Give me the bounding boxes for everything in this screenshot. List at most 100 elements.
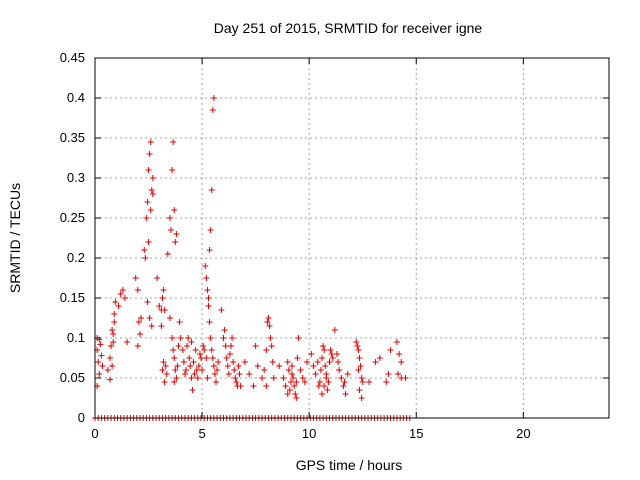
data-point [328, 351, 335, 357]
data-point [198, 355, 205, 361]
data-point [395, 371, 402, 377]
data-point [207, 335, 214, 341]
data-point [383, 379, 390, 385]
data-point [385, 371, 392, 377]
data-point [180, 359, 187, 365]
data-point [145, 239, 152, 245]
data-point [187, 363, 194, 369]
data-point [200, 343, 207, 349]
data-point [222, 343, 229, 349]
data-point [147, 207, 154, 213]
y-tick-label: 0.1 [67, 330, 85, 345]
data-point [193, 367, 200, 373]
data-point [134, 343, 141, 349]
data-point [201, 347, 208, 353]
data-point [372, 359, 379, 365]
data-point [356, 387, 363, 393]
data-point [145, 167, 152, 173]
data-point [97, 341, 104, 348]
data-point [291, 383, 298, 389]
data-point [194, 375, 201, 381]
data-point [358, 395, 365, 401]
data-point [170, 139, 177, 145]
data-point [111, 311, 118, 317]
data-point [285, 367, 292, 373]
data-point [323, 371, 330, 377]
data-point [280, 375, 287, 381]
data-point [168, 227, 175, 233]
data-point [205, 295, 212, 301]
data-point [241, 359, 248, 365]
data-point [209, 107, 216, 113]
data-point [293, 395, 300, 401]
data-point [124, 339, 131, 345]
data-point [325, 379, 332, 385]
grid-layer [95, 58, 609, 418]
data-point [237, 383, 244, 389]
data-point [276, 363, 283, 369]
data-point [188, 339, 195, 345]
data-point [282, 383, 289, 389]
data-point [173, 231, 180, 237]
data-point [326, 359, 333, 365]
data-point [267, 335, 274, 341]
data-point [266, 323, 273, 329]
data-point [179, 347, 186, 353]
data-point [136, 331, 143, 337]
data-point [294, 355, 301, 361]
data-point [357, 363, 364, 369]
data-point [387, 347, 394, 353]
x-axis-label: GPS time / hours [296, 457, 403, 473]
data-point [135, 319, 142, 325]
data-point [158, 323, 165, 329]
data-point [254, 363, 261, 369]
data-point [161, 379, 168, 385]
data-point [310, 363, 317, 369]
data-point [147, 139, 154, 145]
data-point [174, 363, 181, 369]
data-point [327, 347, 334, 353]
data-point [112, 299, 119, 305]
data-point [356, 355, 363, 361]
y-tick-label: 0.45 [60, 50, 85, 65]
data-point [259, 375, 266, 381]
data-point [261, 367, 268, 373]
data-point [172, 239, 179, 245]
data-point [110, 331, 117, 337]
data-point [109, 327, 116, 333]
data-point [215, 359, 222, 365]
y-axis-label: SRMTID / TECUs [7, 183, 23, 293]
data-point [149, 175, 156, 181]
data-point [138, 315, 145, 321]
data-point [196, 351, 203, 357]
data-point [324, 387, 331, 393]
data-point [236, 371, 243, 377]
data-point [301, 379, 308, 385]
y-tick-label: 0 [78, 410, 85, 425]
data-point [191, 371, 198, 377]
y-tick-label: 0.15 [60, 290, 85, 305]
data-point [353, 339, 360, 345]
data-point [205, 303, 212, 309]
data-point [220, 335, 227, 341]
data-point [396, 351, 403, 357]
data-point [203, 355, 210, 361]
data-point [96, 371, 103, 377]
data-point [169, 167, 176, 173]
data-point [336, 367, 343, 373]
data-point [134, 287, 141, 293]
data-point [315, 383, 322, 389]
data-point [233, 379, 240, 385]
data-point [299, 375, 306, 381]
x-tick-label: 20 [516, 426, 530, 441]
data-point [250, 383, 257, 389]
data-point [146, 151, 153, 157]
data-point [338, 375, 345, 381]
data-point [159, 295, 166, 301]
data-point [317, 367, 324, 373]
data-point [159, 367, 166, 373]
data-point [146, 315, 153, 321]
data-point [188, 375, 195, 381]
data-point [141, 247, 148, 253]
